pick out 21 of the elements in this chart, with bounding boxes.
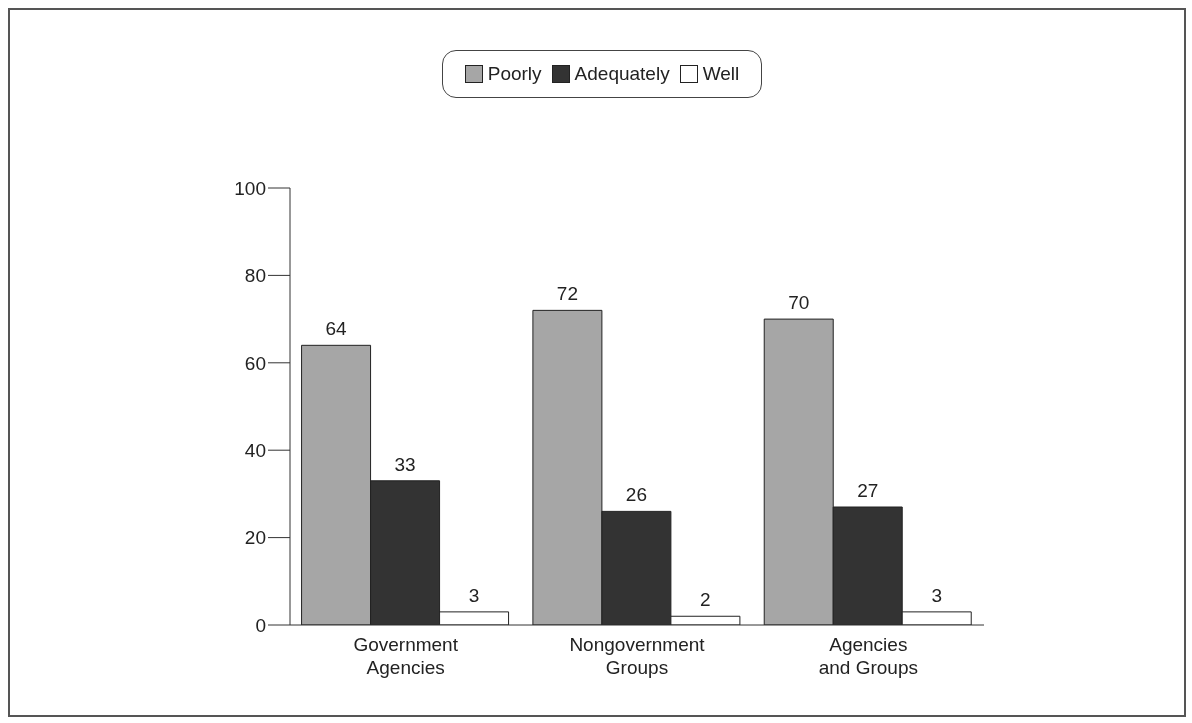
data-label: 3 <box>468 584 480 606</box>
legend-label: Well <box>701 63 740 85</box>
y-tick-label: 100 <box>234 177 266 199</box>
data-label: 26 <box>625 484 647 506</box>
y-tick-label: 0 <box>255 614 266 636</box>
data-label: 3 <box>931 584 943 606</box>
data-label: 64 <box>325 318 348 340</box>
y-tick-label: 20 <box>244 527 266 549</box>
data-label: 33 <box>394 453 416 475</box>
data-label: 2 <box>700 589 711 611</box>
x-tick-label: Agencies and Groups <box>818 634 918 678</box>
legend-label: Adequately <box>573 63 670 85</box>
y-tick-label: 80 <box>244 265 266 287</box>
data-label: 72 <box>556 283 578 305</box>
legend-label: Poorly <box>486 63 542 85</box>
data-label: 27 <box>857 480 879 502</box>
y-tick-label: 40 <box>244 439 266 461</box>
y-tick-label: 60 <box>244 352 266 374</box>
x-tick-label: Nongovernment Groups <box>569 634 706 678</box>
data-label: 70 <box>788 292 810 314</box>
x-tick-label: Government Agencies <box>353 634 459 678</box>
